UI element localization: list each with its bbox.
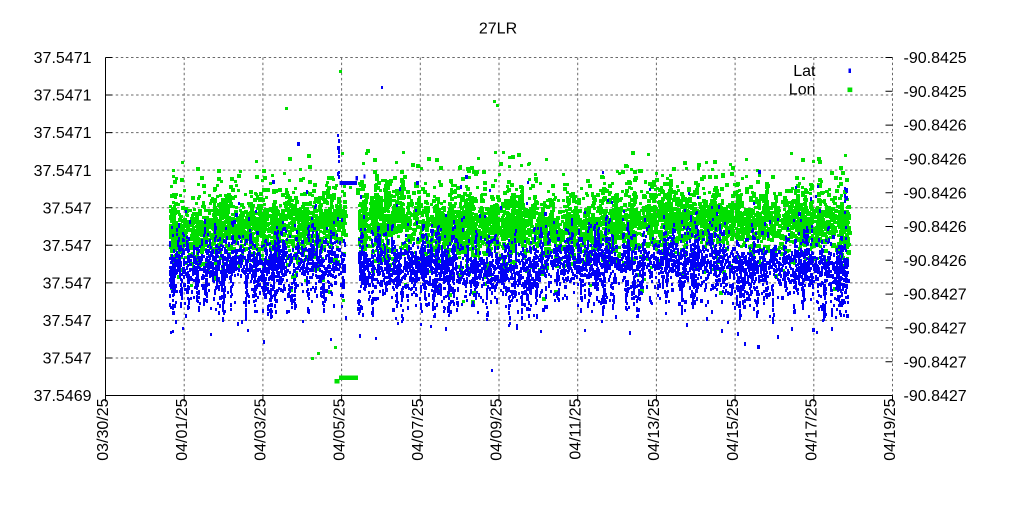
svg-text:37.5471: 37.5471 bbox=[34, 50, 92, 67]
svg-text:37.5471: 37.5471 bbox=[34, 163, 92, 180]
svg-text:Lat: Lat bbox=[793, 63, 816, 80]
svg-text:-90.8426: -90.8426 bbox=[904, 185, 967, 202]
svg-text:Lon: Lon bbox=[789, 82, 816, 99]
svg-text:37.5471: 37.5471 bbox=[34, 88, 92, 105]
svg-text:-90.8427: -90.8427 bbox=[904, 354, 967, 371]
svg-text:04/05/25: 04/05/25 bbox=[331, 398, 348, 460]
svg-text:04/09/25: 04/09/25 bbox=[489, 398, 506, 460]
svg-text:37.547: 37.547 bbox=[43, 238, 92, 255]
svg-text:04/03/25: 04/03/25 bbox=[253, 398, 270, 460]
svg-text:04/17/25: 04/17/25 bbox=[804, 398, 821, 460]
svg-text:-90.8427: -90.8427 bbox=[904, 388, 967, 405]
svg-text:-90.8426: -90.8426 bbox=[904, 253, 967, 270]
svg-text:37.547: 37.547 bbox=[43, 275, 92, 292]
svg-text:-90.8427: -90.8427 bbox=[904, 321, 967, 338]
svg-text:37.547: 37.547 bbox=[43, 313, 92, 330]
svg-text:04/13/25: 04/13/25 bbox=[646, 398, 663, 460]
svg-text:37.547: 37.547 bbox=[43, 200, 92, 217]
svg-text:-90.8425: -90.8425 bbox=[904, 84, 967, 101]
svg-text:-90.8426: -90.8426 bbox=[904, 219, 967, 236]
svg-text:04/11/25: 04/11/25 bbox=[567, 398, 584, 459]
svg-text:04/15/25: 04/15/25 bbox=[725, 398, 742, 460]
svg-text:03/30/25: 03/30/25 bbox=[95, 398, 112, 460]
svg-text:-90.8427: -90.8427 bbox=[904, 287, 967, 304]
svg-text:04/07/25: 04/07/25 bbox=[410, 398, 427, 460]
svg-text:04/01/25: 04/01/25 bbox=[174, 398, 191, 460]
svg-text:37.5471: 37.5471 bbox=[34, 125, 92, 142]
svg-text:-90.8425: -90.8425 bbox=[904, 50, 967, 67]
svg-text:-90.8426: -90.8426 bbox=[904, 118, 967, 135]
svg-text:37.547: 37.547 bbox=[43, 351, 92, 368]
svg-text:-90.8426: -90.8426 bbox=[904, 152, 967, 169]
svg-text:27LR: 27LR bbox=[479, 21, 517, 38]
svg-text:04/19/25: 04/19/25 bbox=[882, 398, 899, 460]
svg-text:37.5469: 37.5469 bbox=[34, 388, 92, 405]
